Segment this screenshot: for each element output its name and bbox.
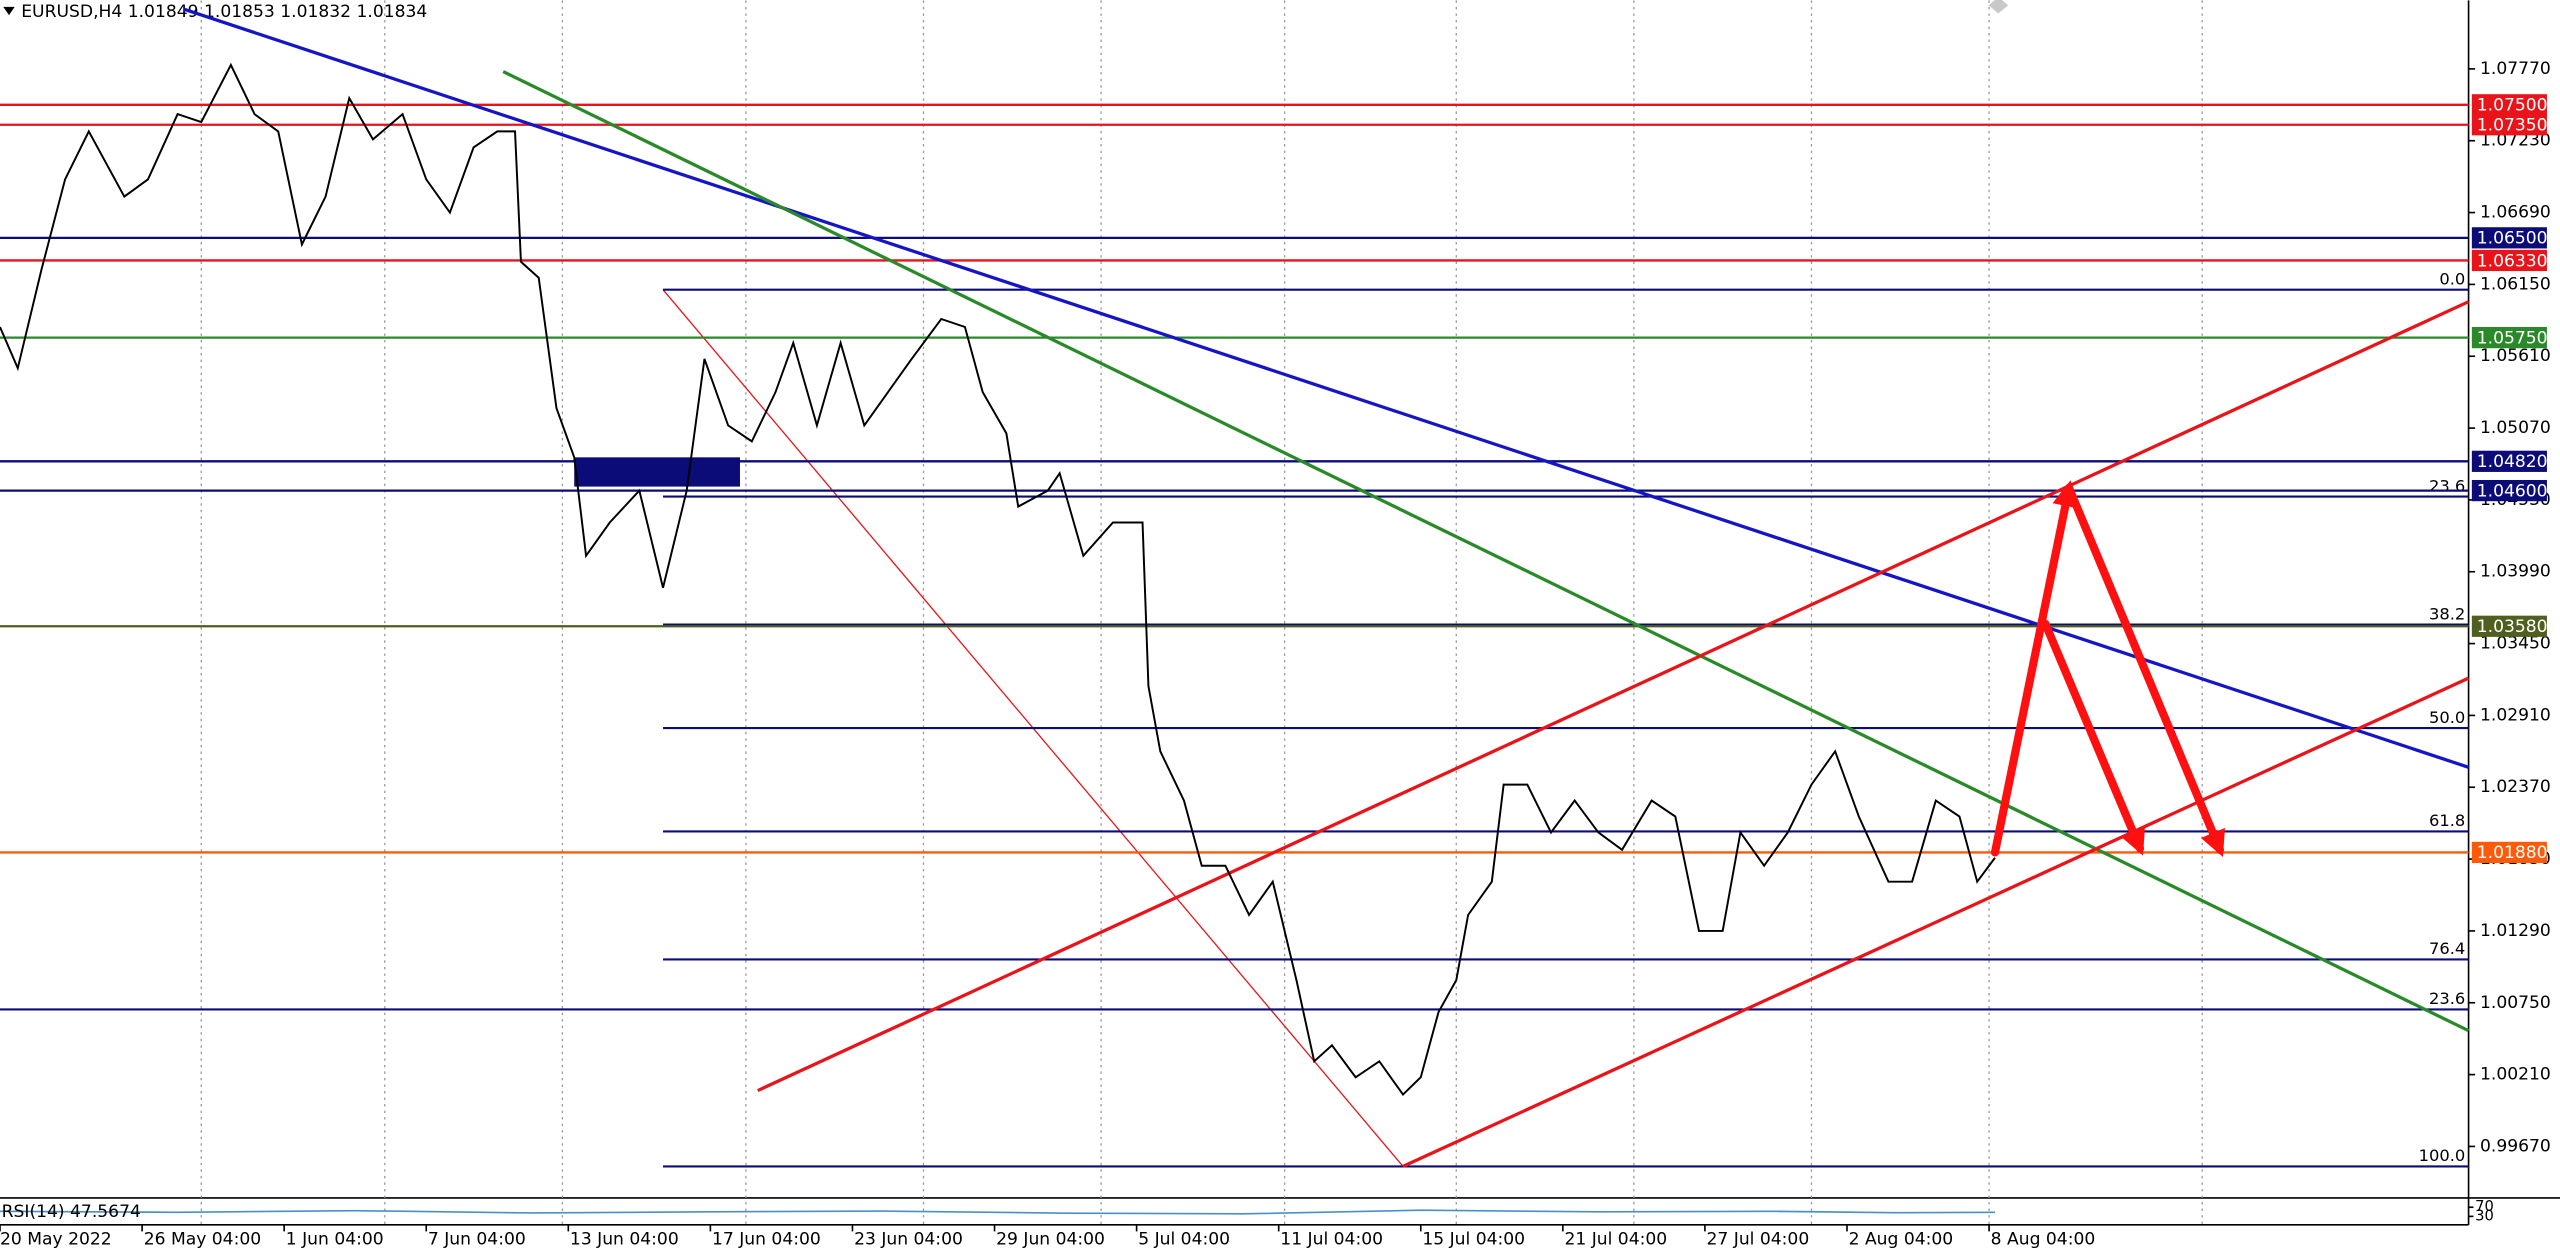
level-label: 1.04600: [2477, 481, 2548, 501]
level-label: 1.01880: [2477, 843, 2548, 863]
x-tick-label: 1 Jun 04:00: [286, 1230, 384, 1250]
trend-line: [757, 300, 2470, 1093]
rsi-line: [0, 1209, 1995, 1215]
y-tick-label: 1.05070: [2480, 418, 2551, 438]
y-tick-label: 1.06150: [2480, 274, 2551, 294]
y-tick-label: 1.03450: [2480, 634, 2551, 654]
x-tick-label: 2 Aug 04:00: [1849, 1230, 1954, 1250]
level-label-box: [2471, 114, 2547, 136]
level-label-box: [2471, 249, 2547, 272]
arrow: [2041, 619, 2145, 856]
arrow: [2064, 483, 2225, 858]
x-tick-label: 15 Jul 04:00: [1422, 1230, 1525, 1250]
x-tick-label: 26 May 04:00: [144, 1230, 261, 1250]
x-tick-label: 21 Jul 04:00: [1564, 1230, 1667, 1250]
y-tick-label: 1.06690: [2480, 203, 2551, 223]
x-tick-label: 5 Jul 04:00: [1138, 1230, 1230, 1250]
y-tick-label: 1.02910: [2480, 705, 2551, 725]
x-tick-label: 17 Jun 04:00: [712, 1230, 821, 1250]
level-label-box: [2471, 94, 2547, 116]
y-tick-label: 0.99670: [2480, 1136, 2551, 1156]
level-label: 1.06330: [2477, 251, 2548, 271]
x-tick-label: 20 May 2022: [0, 1230, 112, 1250]
rsi-label: RSI(14) 47.5674: [2, 1202, 141, 1222]
y-tick-label: 1.01290: [2480, 921, 2551, 941]
collapse-icon[interactable]: [3, 6, 15, 16]
level-label-box: [2471, 326, 2547, 349]
fib-label: 23.6: [2429, 476, 2465, 495]
x-tick-label: 11 Jul 04:00: [1280, 1230, 1383, 1250]
level-label: 1.07500: [2477, 96, 2548, 116]
level-label: 1.03580: [2477, 617, 2548, 637]
level-label-box: [2471, 227, 2547, 249]
level-label: 1.04820: [2477, 452, 2548, 472]
fib-label: 76.4: [2429, 939, 2465, 958]
trend-line: [1402, 676, 2470, 1168]
level-label-box: [2471, 450, 2547, 472]
shift-marker[interactable]: [1988, 0, 2009, 14]
fib-label: 23.6: [2429, 989, 2465, 1008]
x-tick-label: 13 Jun 04:00: [570, 1230, 679, 1250]
chart-header: EURUSD,H4 1.01849 1.01853 1.01832 1.0183…: [21, 2, 427, 22]
level-label-box: [2471, 479, 2547, 502]
fib-label: 38.2: [2429, 604, 2465, 623]
level-label-box: [2471, 615, 2547, 637]
rsi-tick-label: 30: [2475, 1207, 2494, 1224]
y-tick-label: 1.00210: [2480, 1065, 2551, 1085]
level-label: 1.07350: [2477, 116, 2548, 136]
rsi-tick-label: 70: [2475, 1198, 2494, 1215]
price-line: [0, 62, 1996, 1097]
trend-line: [183, 7, 2470, 769]
y-tick-label: 1.07770: [2480, 59, 2551, 79]
fib-label: 50.0: [2429, 708, 2465, 727]
fib-label: 0.0: [2439, 269, 2465, 288]
y-tick-label: 1.02370: [2480, 777, 2551, 797]
level-label-box: [2471, 841, 2547, 864]
x-tick-label: 29 Jun 04:00: [996, 1230, 1105, 1250]
x-tick-label: 23 Jun 04:00: [854, 1230, 963, 1250]
y-tick-label: 1.07230: [2480, 131, 2551, 151]
level-label: 1.06500: [2477, 229, 2548, 249]
y-tick-label: 1.03990: [2480, 562, 2551, 582]
level-label: 1.05750: [2477, 328, 2548, 348]
fib-label: 61.8: [2429, 811, 2465, 830]
x-tick-label: 8 Aug 04:00: [1991, 1230, 2096, 1250]
x-tick-label: 7 Jun 04:00: [428, 1230, 526, 1250]
trend-line: [502, 70, 2470, 1033]
x-tick-label: 27 Jul 04:00: [1707, 1230, 1810, 1250]
arrow: [1990, 480, 2079, 857]
fib-label: 100.0: [2419, 1146, 2466, 1165]
y-tick-label: 1.05610: [2480, 346, 2551, 366]
y-tick-label: 1.00750: [2480, 993, 2551, 1013]
